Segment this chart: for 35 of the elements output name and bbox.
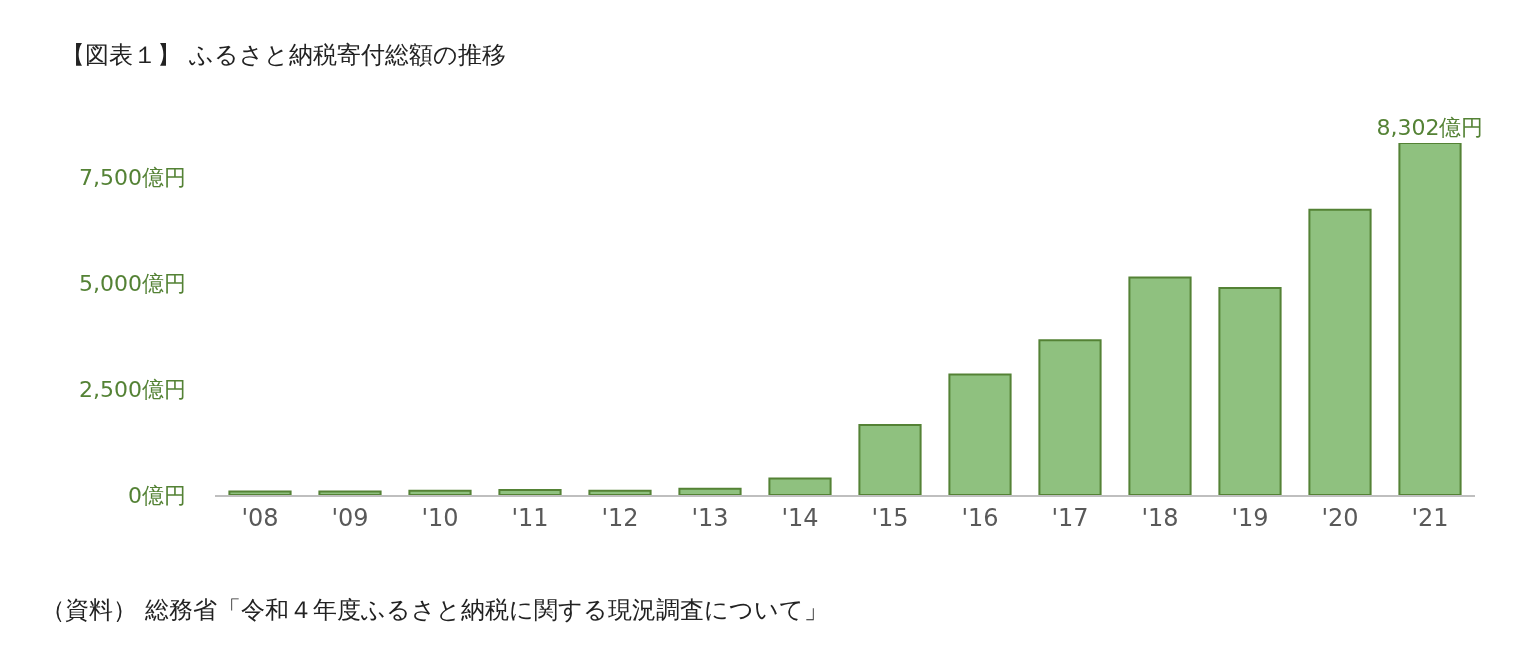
bar — [408, 489, 472, 495]
data-label: 8,302億円 — [1376, 115, 1484, 140]
x-tick-label: '21 — [1411, 503, 1449, 532]
bar — [498, 488, 562, 495]
chart-title: 【図表１】 ふるさと納税寄付総額の推移 — [61, 40, 506, 69]
bar — [1218, 287, 1282, 495]
bar — [1038, 339, 1102, 495]
bar — [318, 490, 382, 495]
x-tick-label: '18 — [1141, 503, 1179, 532]
bar — [228, 490, 292, 495]
bar — [768, 477, 832, 495]
x-tick-label: '14 — [781, 503, 819, 532]
bar — [858, 424, 922, 495]
bar — [1308, 208, 1372, 495]
x-tick-label: '17 — [1051, 503, 1089, 532]
bar — [588, 489, 652, 495]
bar — [678, 487, 742, 495]
x-tick-label: '15 — [871, 503, 909, 532]
x-tick-label: '09 — [331, 503, 369, 532]
x-tick-label: '12 — [601, 503, 639, 532]
x-tick-label: '10 — [421, 503, 459, 532]
bar — [1128, 276, 1192, 495]
y-tick-label: 2,500億円 — [79, 376, 186, 402]
x-tick-label: '19 — [1231, 503, 1269, 532]
x-tick-label: '13 — [691, 503, 729, 532]
x-tick-label: '16 — [961, 503, 999, 532]
y-tick-label: 7,500億円 — [79, 164, 186, 190]
y-tick-label: 0億円 — [128, 482, 186, 508]
bar — [1398, 143, 1462, 495]
x-tick-label: '20 — [1321, 503, 1359, 532]
x-tick-label: '11 — [511, 503, 549, 532]
text: （資料） 総務省「令和４年度ふるさと納税に関する現況調査について」 — [41, 596, 828, 624]
x-tick-label: '08 — [241, 503, 279, 532]
bar — [948, 373, 1012, 495]
y-tick-label: 5,000億円 — [79, 270, 186, 296]
